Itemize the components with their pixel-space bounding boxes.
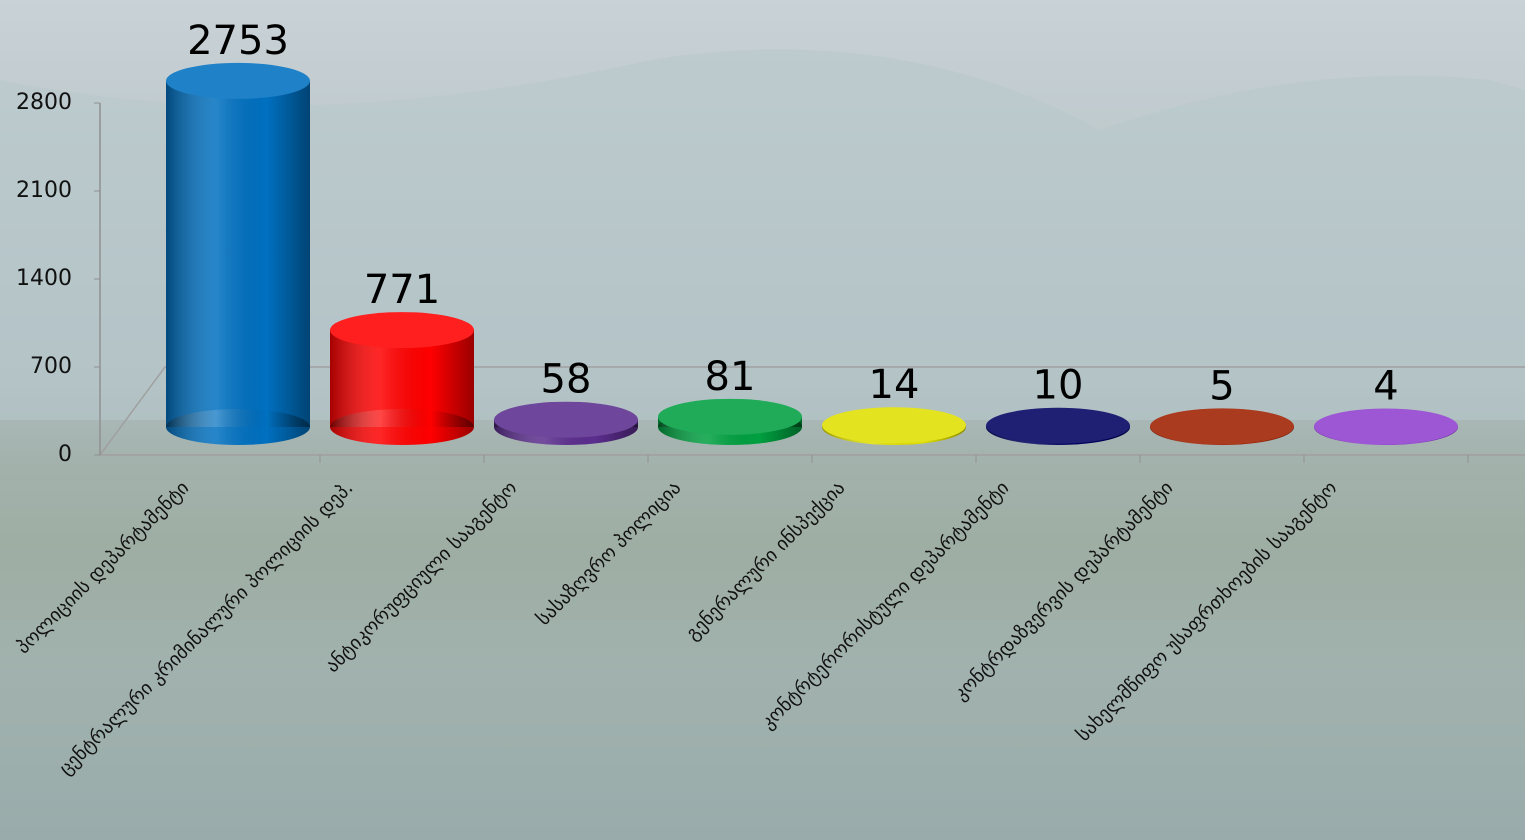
value-label: 4 [1373,363,1398,409]
cylinder-top [658,398,802,435]
cylinder-top-shade [1150,408,1294,445]
y-tick-label: 700 [30,354,72,379]
y-tick-label: 2100 [16,178,72,203]
floor [98,366,1525,456]
cylinder-top [1150,408,1294,445]
cylinder-top [494,401,638,438]
value-label: 10 [1033,363,1084,409]
cylinder [1314,408,1458,445]
value-label: 58 [541,357,592,403]
background-ground [0,480,1525,840]
cylinder-top [822,407,966,444]
cylinder [330,312,474,445]
value-label: 5 [1209,363,1234,409]
value-label: 81 [705,354,756,400]
y-tick-label: 2800 [16,90,72,115]
y-tick-label: 1400 [16,266,72,291]
cylinder [822,407,966,445]
cylinder-top [986,407,1130,444]
value-label: 14 [869,362,920,408]
cylinder [986,407,1130,445]
cylinder [166,62,310,445]
cylinder [658,398,802,445]
cylinder-top-shade [822,407,966,444]
value-label: 2753 [187,18,289,64]
cylinder-top-shade [330,312,474,349]
cylinder-top-shade [494,401,638,438]
cylinder-top [330,312,474,349]
cylinder-top-shade [1314,408,1458,445]
y-tick-label: 0 [58,442,72,467]
cylinder-top-shade [986,407,1130,444]
cylinder-body-shade [166,80,310,427]
cylinder-top [166,62,310,99]
cylinder [1150,408,1294,445]
cylinder-top-shade [658,398,802,435]
cylinder-top [1314,408,1458,445]
value-label: 771 [364,267,440,313]
cylinder [494,401,638,445]
cylinder-top-shade [166,62,310,99]
